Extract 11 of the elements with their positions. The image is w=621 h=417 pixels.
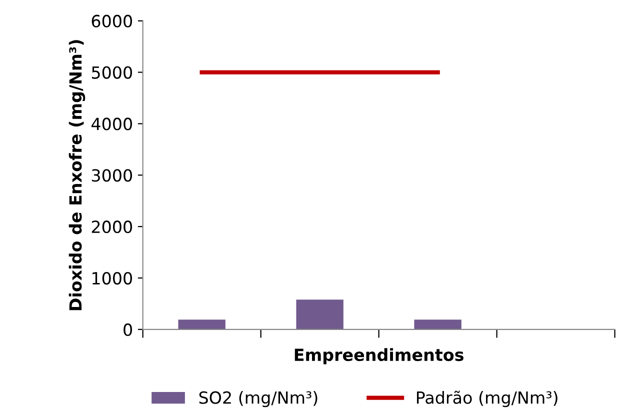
y-tick-label: 2000 [92, 220, 132, 234]
y-tick-label: 1000 [92, 272, 132, 285]
y-tick-label: 0 [124, 323, 132, 336]
y-axis-title: Dioxido de Enxofre (mg/Nm³) [68, 40, 86, 310]
x-axis-title: Empreendimentos [294, 348, 464, 364]
legend-label: Padrão (mg/Nm³) [416, 390, 558, 408]
y-tick-label: 4000 [92, 118, 132, 130]
y-tick-label: 6000 [92, 14, 132, 28]
y-tick-label: 3000 [92, 169, 132, 182]
legend-label: SO2 (mg/Nm³) [199, 391, 318, 408]
y-tick-label: 5000 [92, 66, 132, 79]
